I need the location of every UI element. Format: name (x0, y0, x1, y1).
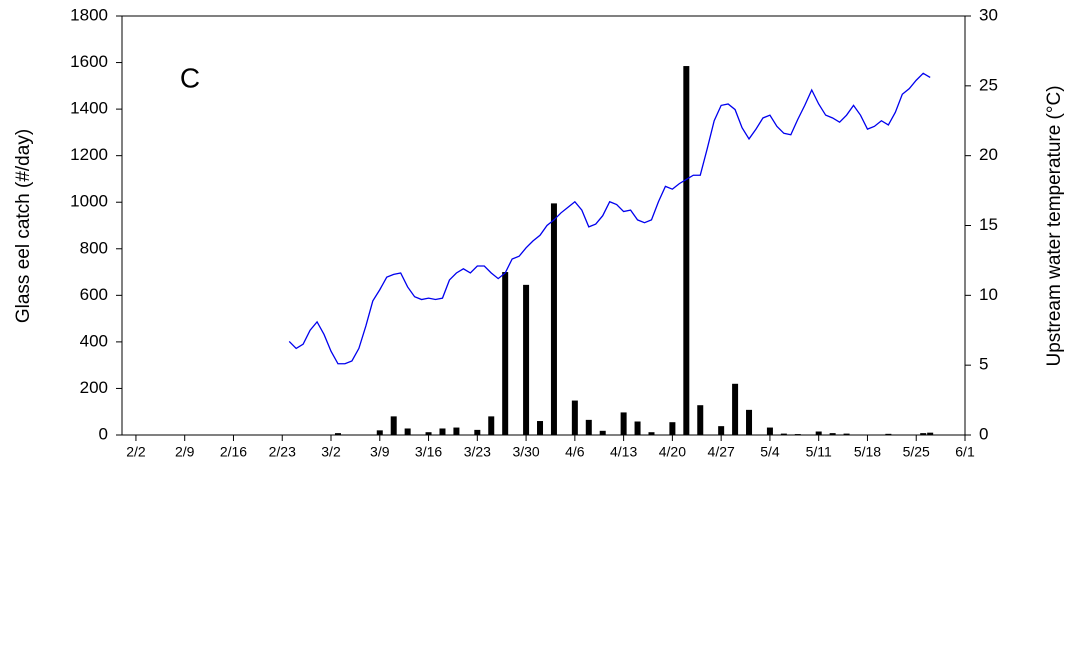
bar (920, 433, 927, 435)
bar (550, 203, 557, 435)
y-tick-label: 1200 (70, 145, 108, 164)
bar (404, 428, 411, 435)
y-tick-label: 1400 (70, 99, 108, 118)
x-tick-label: 3/23 (464, 444, 491, 460)
bar (885, 433, 892, 435)
x-tick-label: 5/18 (854, 444, 881, 460)
bar (523, 284, 530, 435)
bar (697, 405, 704, 435)
panel-label: C (180, 62, 200, 93)
bar (390, 416, 397, 435)
bar (648, 432, 655, 435)
x-tick-label: 3/16 (415, 444, 442, 460)
y-axis-title: Glass eel catch (#/day) (13, 129, 34, 323)
bar (718, 426, 725, 435)
bar (780, 433, 787, 435)
bar (453, 427, 460, 435)
bar (634, 421, 641, 435)
bar (334, 433, 341, 435)
x-tick-label: 2/16 (220, 444, 247, 460)
bar (425, 432, 432, 435)
x-tick-label: 4/27 (708, 444, 735, 460)
bar (585, 419, 592, 435)
x-tick-label: 4/20 (659, 444, 686, 460)
bar (669, 422, 676, 435)
y-tick-label: 400 (80, 331, 108, 350)
y-tick-label: 200 (80, 378, 108, 397)
bar (439, 428, 446, 435)
y-tick-label: 0 (99, 424, 108, 443)
y2-tick-label: 0 (979, 424, 988, 443)
x-tick-label: 2/2 (126, 444, 146, 460)
y2-tick-label: 30 (979, 5, 998, 24)
x-tick-label: 5/4 (760, 444, 780, 460)
bar (927, 432, 934, 435)
bar (502, 272, 509, 435)
y2-axis-title: Upstream water temperature (°C) (1044, 85, 1065, 366)
y-tick-label: 600 (80, 285, 108, 304)
x-tick-label: 4/6 (565, 444, 585, 460)
x-tick-label: 5/11 (806, 444, 832, 460)
y2-tick-label: 20 (979, 145, 998, 164)
y-tick-label: 1800 (70, 5, 108, 24)
x-tick-label: 5/25 (903, 444, 930, 460)
plot-frame (121, 15, 966, 436)
x-tick-label: 2/9 (175, 444, 195, 460)
bar (683, 66, 690, 435)
bar (732, 383, 739, 435)
y-tick-label: 1000 (70, 192, 108, 211)
bar (488, 416, 495, 435)
bar (474, 429, 481, 435)
y2-tick-label: 10 (979, 285, 998, 304)
x-tick-label: 3/9 (370, 444, 390, 460)
bar (746, 409, 753, 435)
bar (599, 430, 606, 435)
y-tick-label: 800 (80, 238, 108, 257)
y-tick-label: 1600 (70, 52, 108, 71)
bar (620, 412, 627, 435)
y2-tick-label: 5 (979, 355, 988, 374)
x-tick-label: 2/23 (269, 444, 296, 460)
bar (537, 421, 544, 435)
x-tick-label: 3/2 (321, 444, 341, 460)
bar (766, 427, 773, 435)
bar (376, 430, 383, 435)
x-tick-label: 4/13 (610, 444, 637, 460)
bar (843, 433, 850, 435)
temperature-line (288, 72, 931, 365)
y2-tick-label: 15 (979, 215, 998, 234)
x-tick-label: 3/30 (512, 444, 539, 460)
bar (794, 434, 801, 435)
x-tick-label: 6/1 (955, 444, 975, 460)
bar (815, 431, 822, 435)
bar (829, 433, 836, 435)
bar (571, 400, 578, 435)
y2-tick-label: 25 (979, 75, 998, 94)
